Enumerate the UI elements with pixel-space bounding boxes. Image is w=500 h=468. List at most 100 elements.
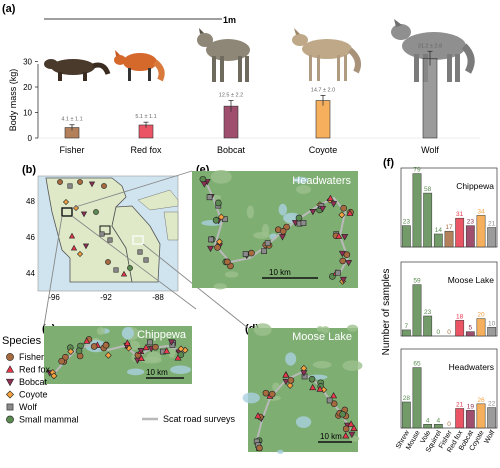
moose-lake-scale-bar: 10 km bbox=[318, 432, 352, 443]
study-area-headwaters-box bbox=[132, 235, 144, 245]
headwaters-sample-small-mammal bbox=[199, 175, 207, 183]
samples-bar-shrew bbox=[401, 401, 411, 429]
samples-data-label: 10 bbox=[488, 320, 496, 327]
legend-label-bobcat: Bobcat bbox=[19, 377, 48, 387]
samples-data-label: 17 bbox=[445, 224, 453, 231]
samples-data-label: 4 bbox=[426, 417, 430, 424]
samples-bar-shrew bbox=[401, 329, 411, 337]
headwaters-sample-red-fox bbox=[346, 209, 354, 216]
lon-tick-88: -88 bbox=[152, 293, 164, 302]
samples-bar-wolf bbox=[487, 407, 497, 429]
mass-y-tick-label: 10 bbox=[23, 109, 32, 118]
headwaters-sample-coyote bbox=[216, 238, 223, 246]
samples-facet-frame bbox=[400, 261, 498, 337]
moose-lake-terrain-patch bbox=[295, 416, 312, 428]
moose-lake-sample-red-fox bbox=[282, 371, 290, 378]
headwaters-title: Headwaters bbox=[292, 175, 351, 187]
body-mass-chart: 0 10 20 30 Body mass (kg) 4.1 ± 1.1 Fisher 5.1 … bbox=[8, 43, 480, 155]
headwaters-terrain-patch bbox=[213, 283, 227, 290]
panel-label-a: (a) bbox=[2, 3, 16, 15]
moose-lake-sample-fisher bbox=[262, 389, 270, 397]
mass-data-label: 5.1 ± 1.1 bbox=[135, 114, 156, 120]
samples-facet-title: Headwaters bbox=[449, 362, 494, 372]
headwaters-sample-fisher bbox=[340, 204, 347, 212]
samples-data-label: 21 bbox=[488, 220, 496, 227]
chippewa-sample-red-fox bbox=[137, 354, 145, 362]
state-map-sample-wolf bbox=[143, 257, 149, 263]
samples-bar-coyote bbox=[476, 318, 486, 337]
state-map-points bbox=[57, 179, 149, 277]
moose-lake-sample-red-fox bbox=[330, 391, 338, 399]
moose-lake-sample-red-fox bbox=[254, 412, 262, 419]
headwaters-sample-bobcat bbox=[330, 201, 338, 208]
samples-data-label: 58 bbox=[424, 186, 432, 193]
headwaters-map: Headwaters 10 km bbox=[192, 170, 358, 290]
samples-bar-coyote bbox=[476, 403, 486, 429]
samples-bar-mouse bbox=[412, 173, 422, 248]
panel-label-f: (f) bbox=[383, 157, 394, 169]
moose-lake-terrain-patch bbox=[253, 323, 272, 336]
moose-lake-sample-bobcat bbox=[300, 370, 308, 377]
samples-bar-bobcat bbox=[465, 331, 475, 337]
headwaters-sample-fisher bbox=[224, 258, 231, 266]
headwaters-sample-bobcat bbox=[278, 234, 286, 241]
scale-bar-1m: 1m bbox=[44, 15, 236, 25]
samples-data-label: 7 bbox=[405, 323, 409, 330]
headwaters-sample-wolf bbox=[242, 251, 249, 257]
samples-category-label: Wolf bbox=[483, 429, 496, 445]
state-map-sample-red-fox bbox=[120, 270, 128, 277]
chippewa-sample-bobcat bbox=[167, 339, 175, 346]
mass-category-label: Bobcat bbox=[217, 145, 246, 155]
samples-data-label: 65 bbox=[413, 361, 421, 368]
headwaters-scale-label: 10 km bbox=[269, 268, 291, 277]
chippewa-sample-fisher bbox=[152, 343, 159, 351]
chippewa-terrain-patch bbox=[170, 365, 191, 374]
chippewa-scale-bar: 10 km bbox=[146, 368, 184, 379]
samples-bar-squirrel bbox=[433, 233, 443, 248]
headwaters-sample-wolf bbox=[300, 220, 307, 226]
chippewa-title: Chippewa bbox=[137, 329, 187, 341]
mass-category-label: Fisher bbox=[59, 145, 84, 155]
state-map-sample-wolf bbox=[107, 237, 113, 243]
samples-facet-frame bbox=[400, 348, 498, 429]
legend-symbol-red-fox bbox=[5, 365, 15, 373]
samples-data-label: 28 bbox=[403, 395, 411, 402]
moose-lake-sample-fisher bbox=[268, 390, 276, 398]
mass-y-tick-label: 20 bbox=[23, 83, 32, 92]
moose-lake-terrain-patch bbox=[321, 326, 330, 334]
samples-data-label: 22 bbox=[488, 401, 496, 408]
state-map-sample-wolf bbox=[113, 267, 119, 273]
moose-lake-terrain-patch bbox=[242, 392, 260, 404]
state-map-sample-small-mammal bbox=[93, 209, 99, 215]
samples-bar-red-fox bbox=[455, 408, 465, 429]
samples-bar-vole bbox=[423, 424, 433, 429]
samples-data-label: 23 bbox=[424, 309, 432, 316]
headwaters-sample-wolf bbox=[206, 194, 213, 201]
moose-lake-scale-label: 10 km bbox=[320, 432, 342, 441]
coyote-illustration bbox=[292, 28, 361, 81]
chippewa-sample-coyote bbox=[50, 372, 58, 380]
headwaters-sample-fisher bbox=[214, 244, 221, 251]
state-map-sample-bobcat bbox=[82, 243, 90, 250]
samples-data-label: 34 bbox=[477, 208, 485, 215]
moose-lake-terrain-patch bbox=[342, 360, 363, 371]
headwaters-sample-bobcat bbox=[339, 276, 347, 284]
samples-data-label: 18 bbox=[456, 313, 464, 320]
headwaters-sample-fisher bbox=[339, 257, 347, 265]
state-map: 48 46 44 -96 -92 -88 bbox=[26, 175, 179, 302]
moose-lake-sample-fisher bbox=[342, 425, 350, 433]
legend-label-coyote: Coyote bbox=[19, 390, 48, 400]
headwaters-sample-bobcat bbox=[319, 205, 327, 213]
mass-data-label: 4.1 ± 1.1 bbox=[61, 117, 82, 123]
moose-lake-terrain-patch bbox=[346, 324, 359, 332]
headwaters-terrain-patch bbox=[210, 170, 232, 184]
moose-lake-sample-fisher bbox=[330, 400, 338, 407]
samples-bar-vole bbox=[423, 192, 433, 248]
samples-bar-red-fox bbox=[455, 217, 465, 248]
headwaters-sample-wolf bbox=[208, 236, 214, 243]
study-area-moose-lake-box bbox=[99, 225, 111, 235]
chippewa-terrain-patch bbox=[96, 327, 106, 335]
samples-bar-coyote bbox=[476, 215, 486, 248]
